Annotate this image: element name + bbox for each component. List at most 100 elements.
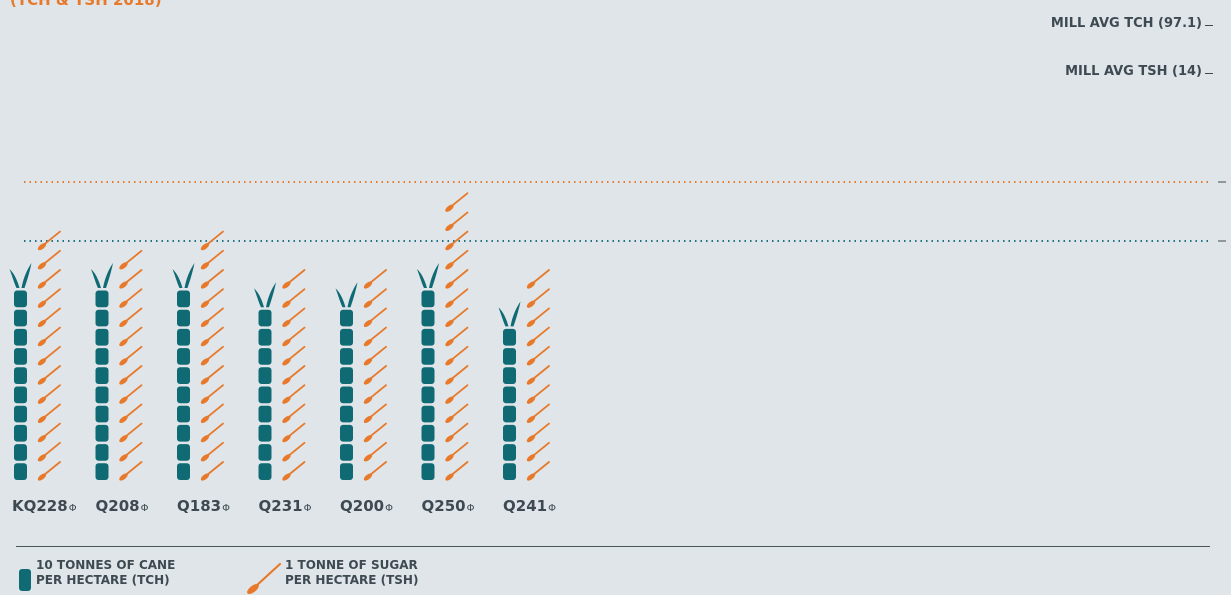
variety-name: Q241	[503, 497, 548, 515]
cane-segment	[14, 424, 27, 442]
cane-segment	[177, 386, 190, 404]
legend-sugar-line2: PER HECTARE (TSH)	[285, 573, 419, 587]
cane-segment	[258, 367, 272, 384]
spoon-icon	[445, 384, 469, 404]
spoon-icon	[200, 365, 224, 385]
cane-segment	[340, 463, 353, 480]
x-label-q241: Q241Φ	[503, 497, 556, 515]
x-label-q250: Q250Φ	[422, 497, 475, 515]
x-label-q231: Q231Φ	[259, 497, 312, 515]
spoon-icon	[526, 326, 550, 347]
cane-segment	[421, 424, 435, 442]
x-label-kq228: KQ228Φ	[12, 497, 77, 515]
cane-segment	[177, 290, 190, 308]
cane-leaf-icon	[347, 282, 358, 308]
spoon-icon	[526, 345, 550, 366]
spoon-icon	[363, 441, 387, 462]
cane-segment	[95, 309, 109, 327]
cane-segment	[340, 348, 353, 365]
spoon-icon	[282, 269, 306, 289]
cane-leaf-icon	[103, 263, 113, 288]
spoon-icon	[200, 422, 224, 443]
cane-segment	[95, 444, 109, 461]
cane-leaf-icon	[9, 269, 20, 288]
cane-segment	[95, 463, 109, 480]
cane-leaf-icon	[254, 288, 264, 308]
cane-segment	[95, 405, 109, 423]
spoon-icon	[282, 461, 306, 481]
spoon-icon	[119, 288, 143, 308]
cane-segment	[503, 463, 516, 480]
variety-group-kq228	[9, 230, 61, 481]
spoon-icon	[37, 326, 61, 347]
spoon-icon	[445, 441, 469, 462]
sugarcane-segment-icon	[19, 569, 31, 591]
x-label-q208: Q208Φ	[96, 497, 149, 515]
cane-segment	[177, 444, 190, 461]
cane-segment	[14, 463, 27, 480]
spoon-icon	[282, 326, 306, 347]
spoon-icon	[363, 288, 387, 308]
spoon-icon	[37, 441, 61, 462]
spoon-icon	[200, 345, 224, 366]
cane-segment	[258, 444, 272, 461]
variety-name: Q231	[258, 497, 303, 515]
cane-segment	[421, 309, 435, 327]
spoon-icon	[526, 384, 550, 404]
spoon-icon	[247, 562, 282, 594]
spoon-icon	[445, 211, 469, 232]
cane-segment	[340, 424, 353, 442]
chart-title: (TCH & TSH 2018)	[10, 0, 162, 9]
cane-segment	[258, 348, 272, 365]
variety-group-q183	[172, 230, 224, 481]
cane-leaf-icon	[21, 263, 32, 288]
spoon-icon	[37, 384, 61, 404]
spoon-icon	[526, 269, 550, 289]
spoon-icon	[445, 422, 469, 443]
cane-segment	[177, 405, 190, 423]
spoon-icon	[282, 345, 306, 366]
variety-name: Q200	[340, 497, 385, 515]
variety-name: Q250	[421, 497, 466, 515]
cane-segment	[177, 309, 190, 327]
variety-group-q200	[335, 269, 387, 481]
cane-leaf-icon	[498, 307, 509, 327]
cane-segment	[340, 328, 353, 346]
spoon-icon	[526, 403, 550, 424]
variety-name: Q208	[95, 497, 140, 515]
cane-leaf-icon	[417, 269, 427, 288]
cane-segment	[14, 348, 27, 365]
spoon-icon	[200, 326, 224, 347]
spoon-icon	[445, 345, 469, 366]
spoon-icon	[363, 403, 387, 424]
cane-segment	[503, 424, 516, 442]
spoon-icon	[445, 403, 469, 424]
mill-avg-tch-label: MILL AVG TCH (97.1)	[1050, 16, 1202, 31]
spoon-icon	[200, 384, 224, 404]
spoon-icon	[37, 230, 61, 251]
spoon-icon	[119, 249, 143, 270]
cane-segment	[421, 444, 435, 461]
cane-segment	[421, 328, 435, 346]
cane-segment	[95, 348, 109, 365]
spoon-icon	[445, 461, 469, 481]
cane-segment	[14, 386, 27, 404]
variety-group-q208	[91, 249, 143, 481]
mill-avg-tch-tick	[1205, 25, 1213, 26]
spoon-icon	[445, 288, 469, 308]
cane-segment	[503, 348, 516, 365]
variety-name: KQ228	[12, 497, 68, 515]
cane-segment	[14, 309, 27, 327]
cane-segment	[14, 405, 27, 423]
cane-segment	[503, 386, 516, 404]
cane-segment	[258, 463, 272, 480]
spoon-icon	[37, 461, 61, 481]
spoon-icon	[363, 384, 387, 404]
cane-segment	[258, 309, 272, 327]
spoon-icon	[282, 422, 306, 443]
spoon-icon	[119, 307, 143, 328]
cane-segment	[421, 348, 435, 365]
variety-name: Q183	[177, 497, 222, 515]
variety-symbol: Φ	[68, 503, 77, 514]
cane-segment	[14, 328, 27, 346]
